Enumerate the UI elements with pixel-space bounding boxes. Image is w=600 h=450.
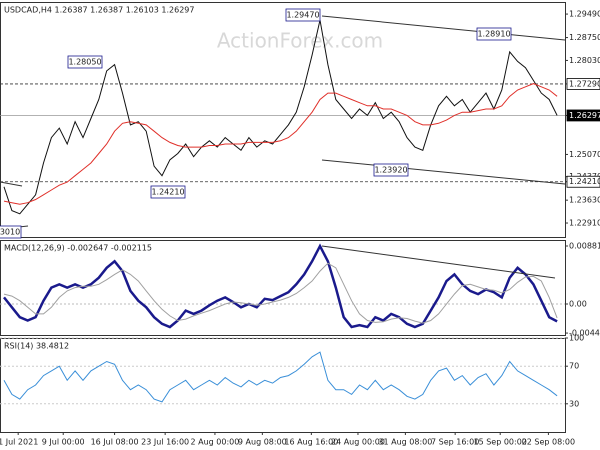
series-line xyxy=(3,19,558,215)
annotation-box xyxy=(0,225,22,239)
x-tick-label: 9 Jul 00:00 xyxy=(42,438,85,447)
panel-title: USDCAD,H4 1.26387 1.26387 1.26103 1.2629… xyxy=(4,6,194,15)
panel-title: MACD(12,26,9) -0.002647 -0.002115 xyxy=(4,244,152,253)
annotation: 1.28050 xyxy=(68,58,101,67)
annotation-box xyxy=(373,163,409,177)
x-tick-label: 16 Jul 08:00 xyxy=(91,438,139,447)
x-tick-label: 1 Jul 2021 xyxy=(0,438,38,447)
x-tick-label: 2 Aug 00:00 xyxy=(191,438,240,447)
trendline xyxy=(0,181,23,187)
annotation-box xyxy=(476,27,512,41)
trendline xyxy=(321,159,566,185)
y-tick-label: 100 xyxy=(569,334,584,343)
x-tick-label: 7 Sep 16:00 xyxy=(431,438,479,447)
y-tick-label: 1.22910 xyxy=(569,219,600,228)
annotation-box xyxy=(67,55,103,69)
y-tick-label: 1.25070 xyxy=(569,150,600,159)
series-line xyxy=(3,83,558,205)
trendline xyxy=(321,15,566,41)
y-tick-label: 1.26297 xyxy=(569,111,600,120)
y-tick-label: 1.29490 xyxy=(569,10,600,19)
panel-frame xyxy=(0,2,566,238)
x-tick-label: 15 Sep 00:00 xyxy=(473,438,526,447)
annotation: 1.29470 xyxy=(286,11,319,20)
x-tick-label: 23 Jul 16:00 xyxy=(141,438,189,447)
y-tick-label: 1.28750 xyxy=(569,33,600,42)
x-tick-label: 31 Aug 08:00 xyxy=(378,438,432,447)
annotation: 1.24210 xyxy=(151,188,184,197)
panel-title: RSI(14) 38.4812 xyxy=(4,342,69,351)
y-tick-label: 30 xyxy=(569,399,579,408)
price-box xyxy=(566,175,600,188)
panel-frame xyxy=(0,338,566,433)
price-box xyxy=(566,109,600,122)
series-line xyxy=(3,243,558,329)
annotation-box xyxy=(285,8,321,22)
y-tick-label: -0.004416 xyxy=(569,329,600,338)
annotation: 1.28910 xyxy=(477,30,510,39)
x-tick-label: 24 Aug 00:00 xyxy=(331,438,385,447)
series-line xyxy=(3,262,558,324)
price-box xyxy=(566,78,600,90)
y-tick-label: 1.28030 xyxy=(569,56,600,65)
y-tick-label: 70 xyxy=(569,362,579,371)
watermark: ActionForex.com xyxy=(217,29,383,53)
x-tick-label: 22 Sep 08:00 xyxy=(522,438,575,447)
annotation: 1.23920 xyxy=(374,166,407,175)
y-tick-label: 0.008816 xyxy=(569,242,600,251)
y-tick-label: 1.24210 xyxy=(569,177,600,186)
series-line xyxy=(3,351,558,403)
trendline xyxy=(321,245,556,279)
annotation-box xyxy=(150,185,186,199)
panel-frame xyxy=(0,240,566,336)
y-tick-label: 1.23630 xyxy=(569,196,600,205)
x-tick-label: 9 Aug 08:00 xyxy=(238,438,287,447)
y-tick-label: 0.00 xyxy=(569,300,587,309)
x-tick-label: 16 Aug 16:00 xyxy=(284,438,338,447)
annotation: 3010 xyxy=(0,228,20,237)
y-tick-label: 1.27290 xyxy=(569,79,600,88)
